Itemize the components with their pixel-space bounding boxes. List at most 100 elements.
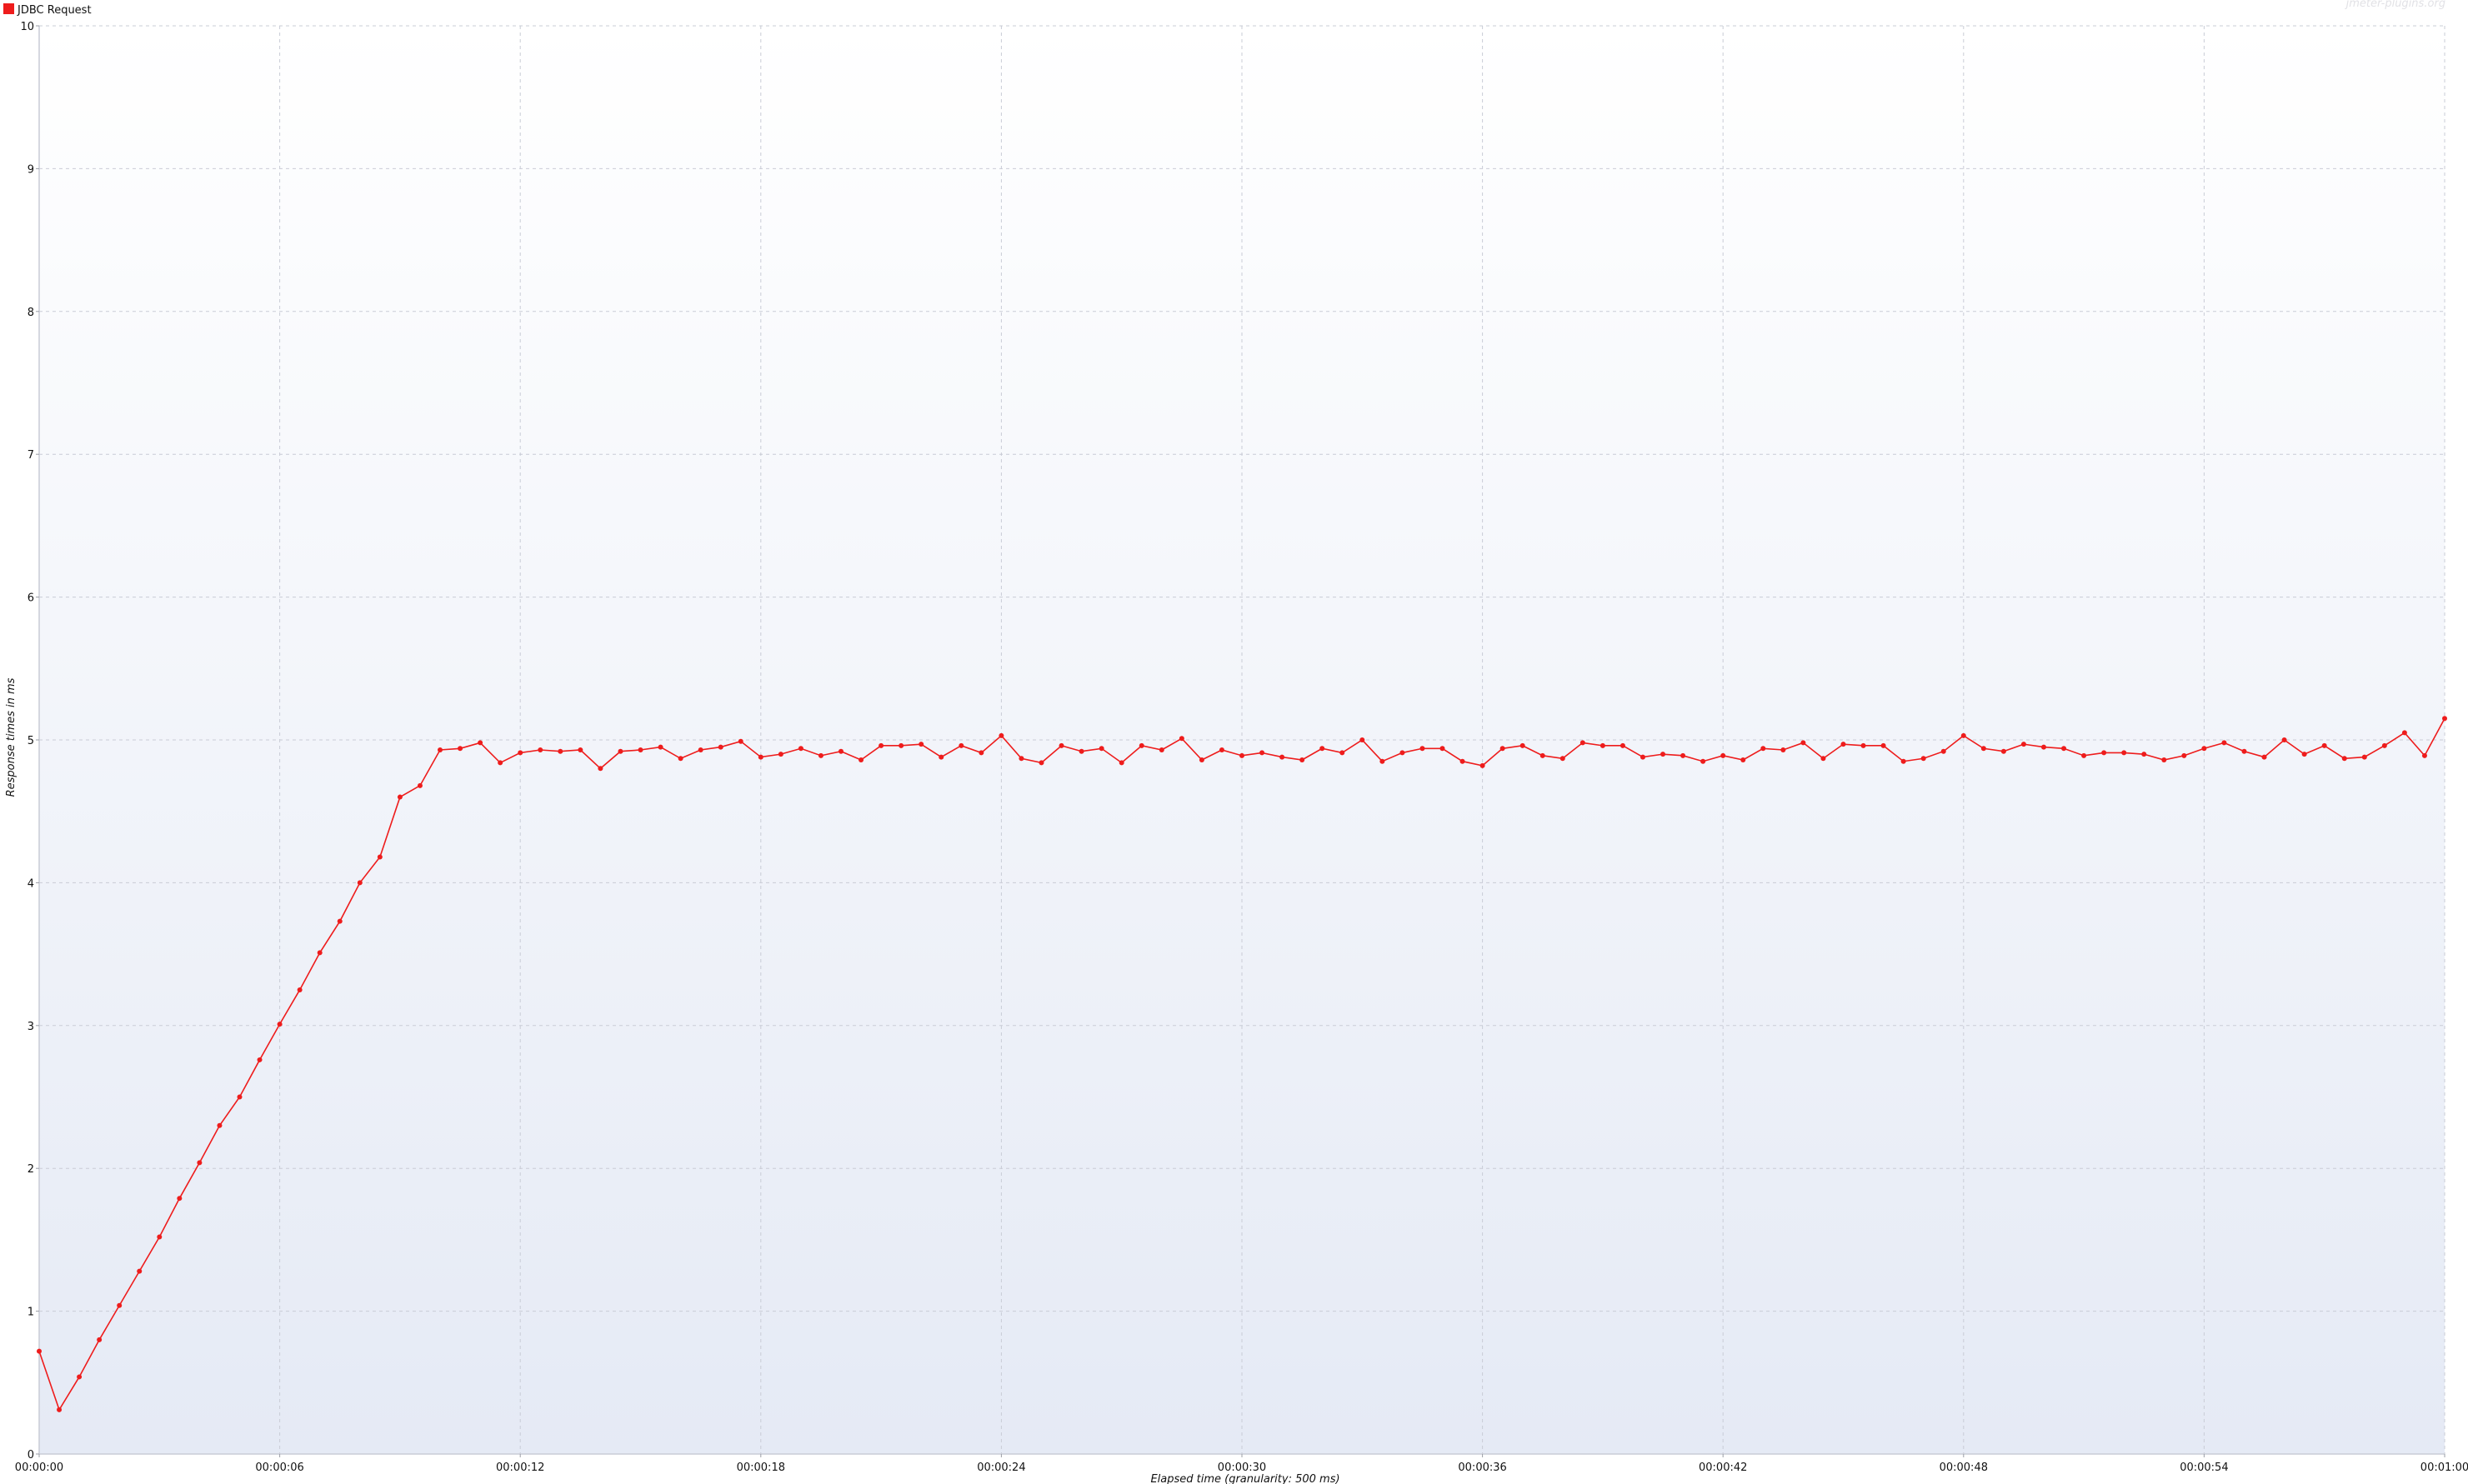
y-tick-label: 1 xyxy=(28,1307,34,1319)
y-tick-label: 9 xyxy=(28,163,34,176)
y-axis-title: Response times in ms xyxy=(5,677,18,797)
data-point xyxy=(1820,756,1826,762)
data-point xyxy=(1539,752,1545,758)
data-point xyxy=(1840,742,1846,747)
data-point xyxy=(1339,750,1345,756)
data-point xyxy=(438,747,443,752)
data-point xyxy=(317,950,323,956)
data-point xyxy=(1980,746,1986,752)
x-tick-label: 00:00:24 xyxy=(977,1462,1025,1474)
data-point xyxy=(117,1302,123,1308)
data-point xyxy=(277,1022,283,1027)
data-point xyxy=(538,747,543,752)
data-point xyxy=(1019,756,1024,762)
series xyxy=(37,716,2447,1412)
data-point xyxy=(1660,752,1666,757)
x-tick-label: 00:01:00 xyxy=(2420,1462,2468,1474)
x-tick-label: 00:00:48 xyxy=(1940,1462,1988,1474)
x-axis-ticks: 00:00:00 00:00:06 00:00:12 00:00:18 00:00:24… xyxy=(15,1454,2468,1474)
data-point xyxy=(1499,746,1505,752)
y-tick-label: 8 xyxy=(28,307,34,319)
data-point xyxy=(1720,752,1726,758)
data-point xyxy=(2141,752,2147,757)
data-point xyxy=(2061,746,2067,752)
data-point xyxy=(1880,742,1886,748)
data-point xyxy=(1099,746,1104,752)
data-point xyxy=(939,754,944,760)
data-point xyxy=(518,750,523,756)
x-tick-label: 00:00:12 xyxy=(496,1462,544,1474)
data-point xyxy=(1900,758,1906,764)
y-axis-ticks: 0 1 2 3 4 5 6 7 8 9 10 xyxy=(20,21,39,1462)
data-point xyxy=(2341,756,2347,762)
data-point xyxy=(1680,752,1686,758)
data-point xyxy=(818,752,824,758)
data-point xyxy=(1279,754,1285,760)
data-point xyxy=(1199,757,1204,762)
data-point xyxy=(2181,752,2187,758)
x-tick-label: 00:00:06 xyxy=(255,1462,303,1474)
legend: JDBC Request xyxy=(3,3,92,17)
x-tick-label: 00:00:42 xyxy=(1699,1462,1747,1474)
data-point xyxy=(959,742,964,748)
data-point xyxy=(738,738,743,744)
x-tick-label: 00:00:30 xyxy=(1218,1462,1266,1474)
data-point xyxy=(417,782,423,788)
data-point xyxy=(2261,754,2267,760)
data-point xyxy=(618,748,623,754)
data-point xyxy=(839,748,844,754)
x-tick-label: 00:00:18 xyxy=(737,1462,785,1474)
y-tick-label: 6 xyxy=(28,592,34,605)
data-point xyxy=(1599,742,1605,748)
data-point xyxy=(2321,742,2327,748)
data-point xyxy=(197,1160,203,1166)
data-point xyxy=(1940,748,1946,754)
x-axis-title: Elapsed time (granularity: 500 ms) xyxy=(1150,1473,1339,1484)
data-point xyxy=(919,742,924,747)
data-point xyxy=(1379,758,1385,764)
data-point xyxy=(2361,754,2367,760)
data-point xyxy=(2421,752,2427,758)
data-point xyxy=(1740,757,1746,762)
data-point xyxy=(1459,758,1465,764)
data-point xyxy=(77,1374,83,1380)
y-tick-label: 2 xyxy=(28,1163,34,1176)
data-point xyxy=(2281,737,2287,742)
data-point xyxy=(1319,746,1325,752)
data-point xyxy=(2381,742,2387,748)
data-point xyxy=(1640,754,1645,760)
data-point xyxy=(979,750,984,756)
data-point xyxy=(397,794,403,800)
data-point xyxy=(1780,747,1786,752)
data-point xyxy=(2442,716,2447,722)
data-point xyxy=(1299,757,1305,762)
data-point xyxy=(357,880,363,886)
y-tick-label: 10 xyxy=(20,21,34,33)
legend-label: JDBC Request xyxy=(17,4,92,17)
data-point xyxy=(2301,752,2307,757)
data-point xyxy=(2401,730,2407,736)
data-point xyxy=(1619,742,1625,748)
data-point xyxy=(1159,747,1164,752)
data-point xyxy=(498,760,503,766)
data-point xyxy=(578,747,583,752)
data-point xyxy=(2081,752,2087,758)
y-tick-label: 4 xyxy=(28,877,34,890)
data-point xyxy=(1219,747,1224,752)
data-point xyxy=(1579,740,1585,746)
data-point xyxy=(859,757,864,762)
data-point xyxy=(879,742,884,748)
y-tick-label: 7 xyxy=(28,449,34,462)
data-point xyxy=(758,754,763,760)
data-point xyxy=(778,752,783,757)
y-tick-label: 0 xyxy=(28,1449,34,1462)
data-point xyxy=(297,987,303,992)
x-tick-label: 00:00:00 xyxy=(15,1462,63,1474)
data-point xyxy=(2161,757,2167,762)
data-point xyxy=(1800,740,1806,746)
data-point xyxy=(2000,748,2006,754)
data-point xyxy=(337,918,343,924)
data-point xyxy=(2041,744,2046,750)
data-point xyxy=(478,740,483,746)
data-point xyxy=(2221,740,2227,746)
